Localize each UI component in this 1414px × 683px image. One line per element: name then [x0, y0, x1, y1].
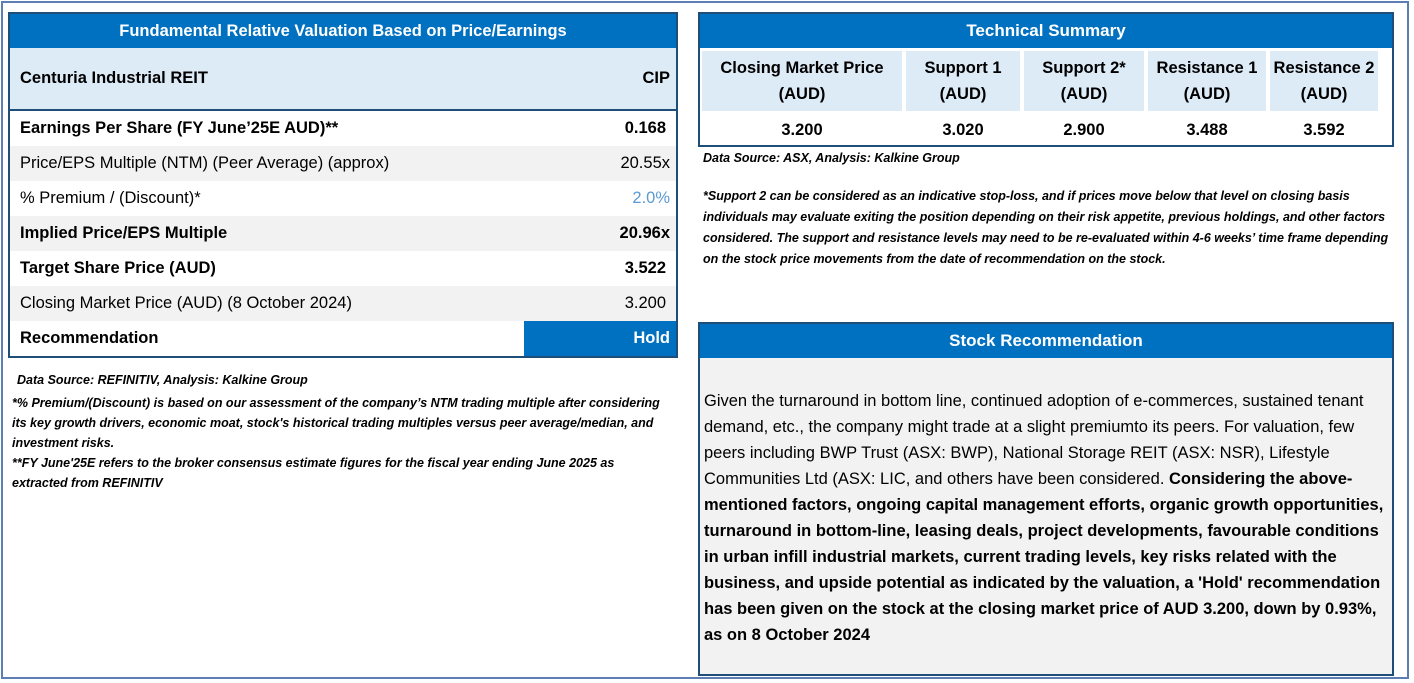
tech-column-header: Resistance 1 (AUD): [1148, 51, 1266, 111]
tech-column-header: Support 1 (AUD): [906, 51, 1020, 111]
row-label: Recommendation: [20, 329, 159, 347]
fy-note: **FY June'25E refers to the broker conse…: [12, 456, 615, 490]
row-label: Closing Market Price (AUD) (8 October 20…: [20, 294, 352, 312]
row-value: 3.200: [624, 294, 666, 312]
tech-column-value: 2.900: [1063, 121, 1105, 139]
recommendation-text-bold: Considering the above-mentioned factors,…: [704, 470, 1384, 644]
recommendation-cell: [524, 321, 676, 356]
company-row: Centuria Industrial REIT CIP: [10, 48, 676, 111]
target-price-row: Target Share Price (AUD) 3.522: [10, 251, 676, 286]
technical-title: Technical Summary: [700, 14, 1392, 48]
pe-multiple-row: Price/EPS Multiple (NTM) (Peer Average) …: [10, 146, 676, 181]
row-label: % Premium / (Discount)*: [20, 189, 201, 207]
tech-column-value: 3.488: [1186, 121, 1228, 139]
stock-recommendation-panel: Stock Recommendation Given the turnaroun…: [698, 322, 1394, 676]
tech-column-header: Resistance 2 (AUD): [1270, 51, 1378, 111]
recommendation-value: Hold: [633, 329, 670, 347]
technical-notes: Data Source: ASX, Analysis: Kalkine Grou…: [703, 148, 1393, 270]
eps-row: Earnings Per Share (FY June’25E AUD)** 0…: [10, 111, 676, 146]
tech-column: Support 1 (AUD) 3.020: [906, 51, 1020, 147]
valuation-notes: Data Source: REFINITIV, Analysis: Kalkin…: [12, 370, 672, 493]
premium-row: % Premium / (Discount)* 2.0%: [10, 181, 676, 216]
valuation-table: Fundamental Relative Valuation Based on …: [8, 12, 678, 358]
company-ticker: CIP: [642, 69, 670, 87]
tech-column-value: 3.592: [1303, 121, 1345, 139]
support-disclaimer: *Support 2 can be considered as an indic…: [703, 189, 1389, 266]
closing-price-row: Closing Market Price (AUD) (8 October 20…: [10, 286, 676, 321]
premium-note: *% Premium/(Discount) is based on our as…: [12, 396, 660, 450]
row-label: Target Share Price (AUD): [20, 259, 216, 277]
valuation-title: Fundamental Relative Valuation Based on …: [10, 14, 676, 48]
row-value: 3.522: [624, 259, 666, 277]
recommendation-text-regular: Given the turnaround in bottom line, con…: [704, 392, 1364, 488]
tech-column-header: Closing Market Price (AUD): [702, 51, 902, 111]
valuation-source: Data Source: REFINITIV, Analysis: Kalkin…: [17, 373, 308, 387]
tech-column-header: Support 2* (AUD): [1024, 51, 1144, 111]
tech-column-value: 3.200: [781, 121, 823, 139]
row-value: 0.168: [624, 119, 666, 137]
row-label: Implied Price/EPS Multiple: [20, 224, 228, 242]
technical-source: Data Source: ASX, Analysis: Kalkine Grou…: [703, 151, 960, 165]
tech-column: Support 2* (AUD) 2.900: [1024, 51, 1144, 147]
row-value: 20.55x: [620, 154, 670, 172]
tech-column: Closing Market Price (AUD) 3.200: [702, 51, 902, 147]
tech-column-value: 3.020: [942, 121, 984, 139]
row-value: 2.0%: [632, 189, 670, 207]
tech-column: Resistance 2 (AUD) 3.592: [1270, 51, 1378, 147]
implied-multiple-row: Implied Price/EPS Multiple 20.96x: [10, 216, 676, 251]
recommendation-body: Given the turnaround in bottom line, con…: [700, 388, 1392, 648]
technical-summary-table: Technical Summary Closing Market Price (…: [698, 12, 1394, 147]
tech-column: Resistance 1 (AUD) 3.488: [1148, 51, 1266, 147]
recommendation-row: Recommendation Hold: [10, 321, 676, 356]
company-name: Centuria Industrial REIT: [20, 69, 208, 87]
row-label: Earnings Per Share (FY June’25E AUD)**: [20, 119, 339, 137]
recommendation-title: Stock Recommendation: [700, 324, 1392, 358]
row-label: Price/EPS Multiple (NTM) (Peer Average) …: [20, 154, 390, 172]
technical-grid: Closing Market Price (AUD) 3.200 Support…: [700, 51, 1392, 147]
row-value: 20.96x: [619, 224, 670, 242]
